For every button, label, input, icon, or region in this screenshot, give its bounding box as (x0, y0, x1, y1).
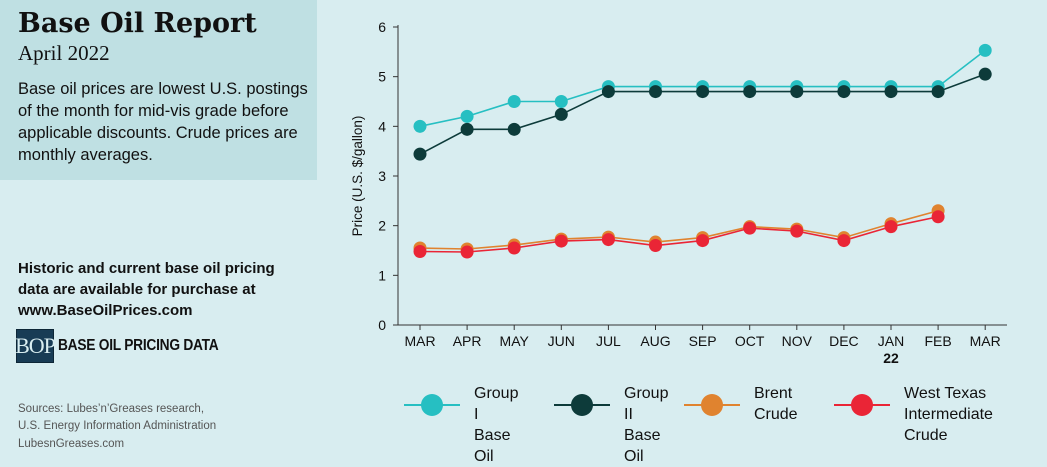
legend-dot-swatch (571, 394, 593, 416)
bop-label: BASE OIL PRICING DATA (58, 337, 219, 354)
x-tick-label: SEP (689, 333, 717, 349)
sources-line-2: U.S. Energy Information Administration (18, 420, 217, 432)
series-1-point (743, 85, 757, 99)
chart-legend: Group I Base Oil Group II Base Oil Brent C… (400, 383, 1040, 465)
series-3-point (931, 210, 945, 224)
series-1-point (884, 85, 898, 99)
x-tick-label: JUL (596, 333, 621, 349)
legend-dot-swatch (851, 394, 873, 416)
y-tick-label: 5 (378, 69, 386, 85)
bop-logo-icon: BOP (15, 329, 56, 363)
y-tick-label: 2 (378, 218, 386, 234)
series-3-point (884, 220, 898, 234)
report-description: Base oil prices are lowest U.S. postings… (18, 80, 308, 164)
series-3-point (413, 244, 427, 258)
sources-line-1: Sources: Lubes’n’Greases research, (18, 403, 205, 415)
series-0-point (460, 109, 474, 123)
series-3-point (649, 239, 662, 253)
purchase-text: Historic and current base oil pricing da… (18, 260, 275, 298)
x-tick-label: OCT (735, 333, 765, 349)
series-3-point (507, 241, 521, 255)
x-tick-label: JAN (878, 333, 904, 349)
x-tick-label: MAR (404, 333, 435, 349)
series-1-point (649, 85, 662, 99)
series-1-point (601, 85, 615, 99)
series-1-point (460, 122, 474, 136)
x-tick-label: DEC (829, 333, 859, 349)
legend-dot-swatch (701, 394, 723, 416)
y-tick-label: 0 (378, 317, 386, 333)
series-0-point (413, 119, 427, 133)
legend-dot-swatch (421, 394, 443, 416)
x-tick-label: JUN (548, 333, 575, 349)
sources-note: Sources: Lubes’n’Greases research, U.S. … (18, 401, 308, 435)
legend-label: West Texas Intermediate Crude (904, 385, 993, 444)
purchase-note: Historic and current base oil pricing da… (18, 258, 308, 321)
legend-label: Brent Crude (754, 385, 798, 423)
site-credit: LubesnGreases.com (18, 438, 125, 450)
series-1-point (696, 85, 710, 99)
series-0-point (554, 95, 568, 108)
series-0-point (978, 43, 992, 57)
series-3-point (554, 234, 568, 248)
legend-label: Group I Base Oil (474, 385, 519, 465)
series-1-point (507, 122, 521, 136)
x-tick-label: MAR (970, 333, 1001, 349)
purchase-link[interactable]: www.BaseOilPrices.com (18, 302, 193, 319)
series-3-point (743, 221, 757, 235)
series-3-point (790, 224, 804, 238)
series-1-point (790, 85, 804, 99)
x-tick-sublabel: 22 (883, 350, 899, 366)
x-tick-label: MAY (500, 333, 530, 349)
x-tick-label: APR (453, 333, 482, 349)
series-line-2 (419, 209, 939, 250)
series-3-point (601, 233, 615, 247)
header-box (0, 0, 317, 180)
x-tick-label: AUG (640, 333, 670, 349)
series-1-point (978, 67, 992, 81)
series-3-point (460, 245, 474, 259)
series-line-3 (419, 215, 939, 253)
legend-label: Group II Base Oil (624, 385, 669, 465)
series-3-point (837, 234, 851, 248)
y-tick-label: 4 (378, 118, 386, 134)
report-title: Base Oil Report (18, 8, 257, 39)
y-tick-label: 3 (378, 168, 386, 184)
series-1-point (931, 85, 945, 99)
series-3-point (696, 234, 710, 248)
y-tick-label: 6 (378, 19, 386, 35)
series-1-point (837, 85, 851, 99)
x-tick-label: FEB (924, 333, 951, 349)
bop-brand: BOP BASE OIL PRICING DATA (15, 329, 245, 363)
y-axis-label: Price (U.S. $/gallon) (350, 116, 365, 237)
report-subtitle: April 2022 (18, 41, 110, 65)
series-0-point (507, 95, 521, 108)
x-tick-label: NOV (782, 333, 813, 349)
series-1-point (554, 107, 568, 121)
series-1-point (413, 147, 427, 161)
y-tick-label: 1 (378, 267, 386, 283)
